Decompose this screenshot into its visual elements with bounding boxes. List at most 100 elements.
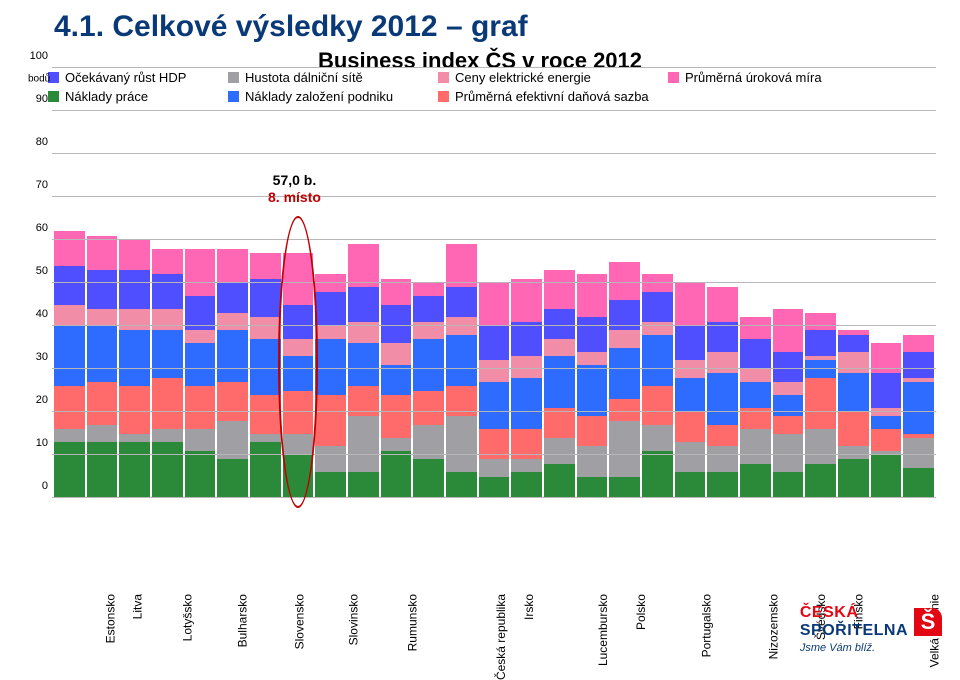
bar: [773, 309, 804, 498]
bar-segment: [446, 472, 477, 498]
bar-segment: [119, 309, 150, 331]
bar-segment: [740, 429, 771, 463]
bar-segment: [217, 283, 248, 313]
bar-segment: [446, 287, 477, 317]
bar-segment: [544, 339, 575, 356]
logo-mark: Š: [914, 608, 942, 636]
bar-segment: [805, 330, 836, 356]
bar-segment: [642, 322, 673, 335]
bar-segment: [773, 395, 804, 417]
bar-segment: [675, 378, 706, 412]
bar-segment: [315, 395, 346, 447]
bar-segment: [446, 317, 477, 334]
bar-segment: [446, 244, 477, 287]
x-tick-label: Slovinsko: [346, 594, 360, 645]
bar: [838, 330, 869, 498]
plot-region: 0102030405060708090100bodů57,0 b.8. míst…: [52, 68, 936, 498]
bar-segment: [577, 274, 608, 317]
bar: [805, 313, 836, 498]
bar-segment: [54, 429, 85, 442]
bar-segment: [119, 330, 150, 386]
bar-segment: [871, 429, 902, 451]
bar: [479, 283, 510, 498]
y-tick-label: 30: [26, 351, 48, 363]
bar-segment: [87, 236, 118, 270]
bar-segment: [805, 313, 836, 330]
bar-segment: [185, 330, 216, 343]
bar-segment: [707, 287, 738, 321]
bar-segment: [250, 395, 281, 434]
bar: [315, 274, 346, 498]
bar-segment: [609, 421, 640, 477]
bar-segment: [381, 395, 412, 438]
bar: [642, 274, 673, 498]
bar-segment: [479, 459, 510, 476]
bar-segment: [348, 287, 379, 321]
bar-segment: [87, 309, 118, 326]
bar-segment: [250, 317, 281, 339]
bar-segment: [609, 477, 640, 499]
annotation: 57,0 b.8. místo: [268, 172, 321, 206]
bar-segment: [152, 249, 183, 275]
bar-segment: [642, 386, 673, 425]
bar-segment: [87, 442, 118, 498]
bar-segment: [773, 309, 804, 352]
bars-container: [52, 68, 936, 498]
bar-segment: [152, 378, 183, 430]
page-title: 4.1. Celkové výsledky 2012 – graf: [0, 0, 960, 48]
bar-segment: [54, 386, 85, 429]
gridline: [52, 497, 936, 498]
bar-segment: [577, 477, 608, 499]
bar-segment: [250, 253, 281, 279]
bar-segment: [642, 335, 673, 387]
bar: [185, 249, 216, 498]
bar: [511, 279, 542, 498]
bar-segment: [446, 416, 477, 472]
bar-segment: [773, 472, 804, 498]
bar-segment: [707, 446, 738, 472]
bar-segment: [707, 425, 738, 447]
bar-segment: [609, 399, 640, 421]
bar-segment: [903, 382, 934, 434]
bar-segment: [577, 352, 608, 365]
bar-segment: [54, 305, 85, 327]
bar-segment: [185, 249, 216, 296]
bar-segment: [838, 335, 869, 352]
bar-segment: [773, 382, 804, 395]
x-tick-label: Slovensko: [293, 594, 307, 649]
bar-segment: [511, 356, 542, 378]
x-tick-label: Estonsko: [103, 594, 117, 643]
y-tick-label: 40: [26, 308, 48, 320]
bar-segment: [185, 451, 216, 498]
x-tick-label: Rumunsko: [406, 594, 420, 651]
bar-segment: [87, 382, 118, 425]
bar-segment: [642, 425, 673, 451]
bar-segment: [675, 283, 706, 326]
bar-segment: [152, 429, 183, 442]
bar: [675, 283, 706, 498]
bar-segment: [805, 429, 836, 463]
x-tick-label: Polsko: [634, 594, 648, 630]
bar-segment: [577, 416, 608, 446]
bar-segment: [903, 352, 934, 378]
bar-segment: [838, 412, 869, 446]
bar: [577, 274, 608, 498]
callout-ellipse: [278, 216, 319, 508]
y-tick-label: 90: [26, 93, 48, 105]
bar-segment: [348, 472, 379, 498]
bar-segment: [740, 317, 771, 339]
bar-segment: [413, 296, 444, 322]
bar-segment: [511, 279, 542, 322]
bar-segment: [511, 472, 542, 498]
bar-segment: [217, 313, 248, 330]
bar-segment: [544, 270, 575, 309]
gridline: [52, 282, 936, 283]
bar-segment: [185, 386, 216, 429]
logo-line1: ČESKÁ: [800, 604, 908, 622]
gridline: [52, 239, 936, 240]
x-tick-label: Bulharsko: [235, 594, 249, 647]
bar-segment: [642, 451, 673, 498]
logo-tagline: Jsme Vám blíž.: [800, 642, 942, 654]
bar-segment: [707, 373, 738, 425]
x-tick-label: Lotyšsko: [180, 594, 194, 641]
